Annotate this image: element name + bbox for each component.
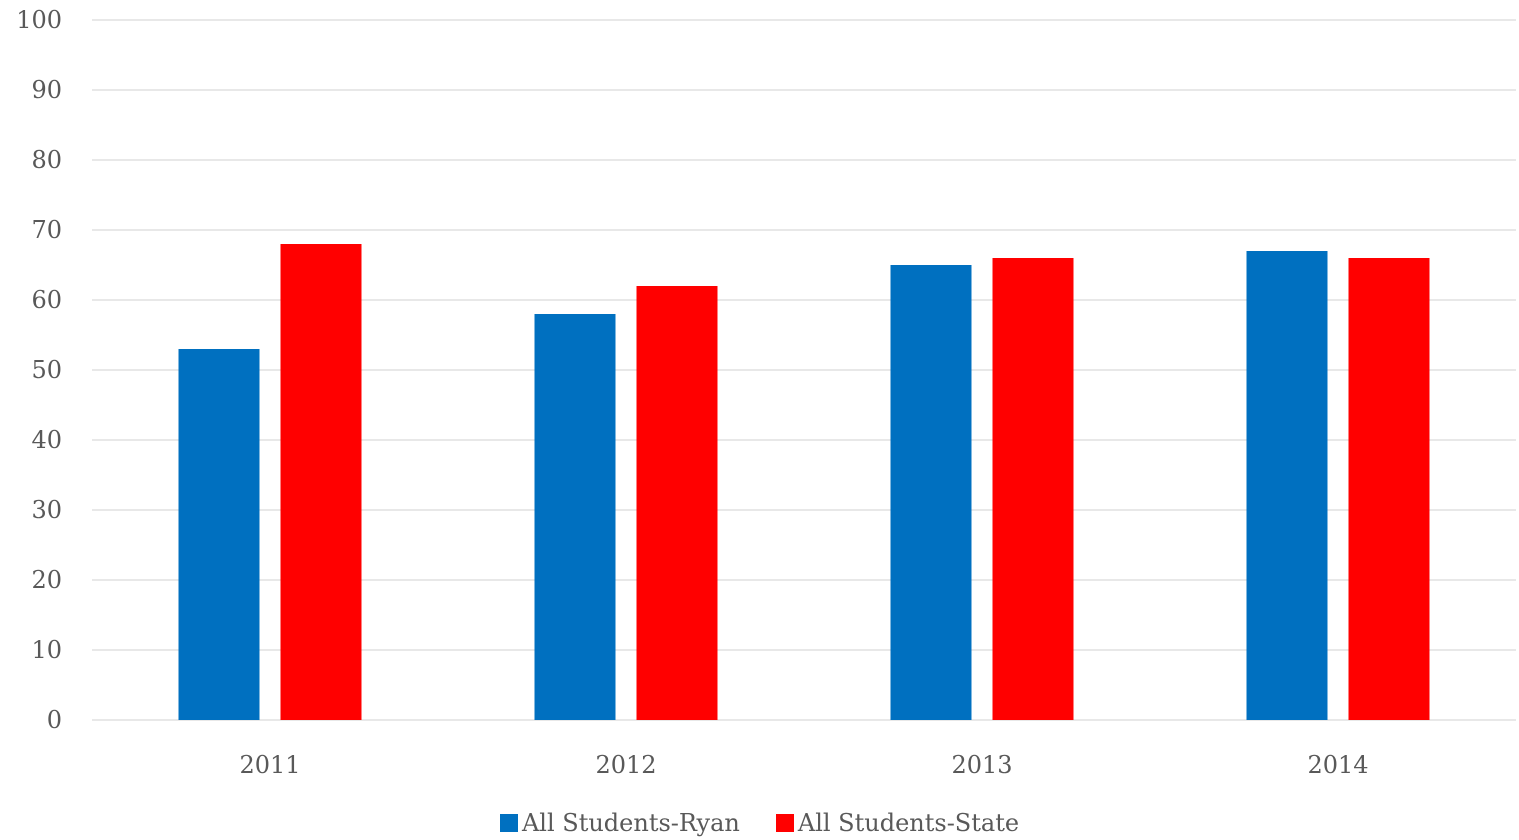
y-tick-label: 90 <box>31 76 62 104</box>
bar-state-2013[interactable] <box>992 258 1074 720</box>
y-tick-label: 60 <box>31 286 62 314</box>
y-tick-label: 40 <box>31 426 62 454</box>
legend-item-state[interactable]: All Students-State <box>775 808 1020 837</box>
bar-ryan-2014[interactable] <box>1246 251 1328 720</box>
bar-ryan-2011[interactable] <box>178 349 260 720</box>
legend: All Students-Ryan All Students-State <box>0 805 1519 840</box>
bar-state-2014[interactable] <box>1348 258 1430 720</box>
legend-swatch-state <box>775 813 794 832</box>
y-tick-label: 10 <box>31 636 62 664</box>
x-tick-label: 2012 <box>595 751 656 779</box>
y-axis-ticks: 0 10 20 30 40 50 60 70 80 90 100 <box>16 6 62 734</box>
y-tick-label: 100 <box>16 6 62 34</box>
bar-state-2012[interactable] <box>636 286 718 720</box>
legend-swatch-ryan <box>499 813 518 832</box>
bar-ryan-2013[interactable] <box>890 265 972 720</box>
x-axis-ticks: 2011 2012 2013 2014 <box>239 751 1368 779</box>
bar-ryan-2012[interactable] <box>534 314 616 720</box>
x-tick-label: 2014 <box>1307 751 1368 779</box>
y-tick-label: 20 <box>31 566 62 594</box>
bars <box>178 244 1430 720</box>
y-tick-label: 0 <box>47 706 62 734</box>
bar-state-2011[interactable] <box>280 244 362 720</box>
y-tick-label: 50 <box>31 356 62 384</box>
y-tick-label: 70 <box>31 216 62 244</box>
x-tick-label: 2011 <box>239 751 300 779</box>
legend-label-ryan: All Students-Ryan <box>521 808 740 837</box>
legend-label-state: All Students-State <box>797 808 1020 837</box>
y-tick-label: 30 <box>31 496 62 524</box>
y-tick-label: 80 <box>31 146 62 174</box>
legend-item-ryan[interactable]: All Students-Ryan <box>499 808 740 837</box>
x-tick-label: 2013 <box>951 751 1012 779</box>
